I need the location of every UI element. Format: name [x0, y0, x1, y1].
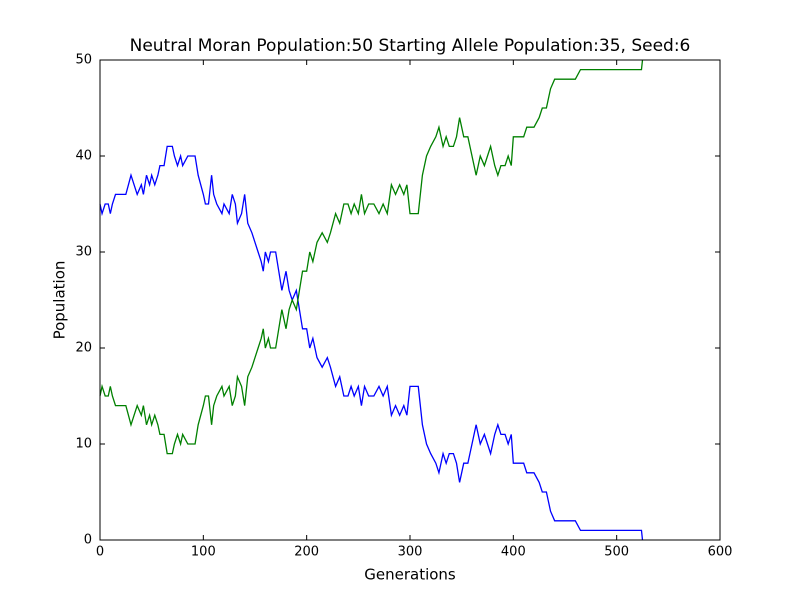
x-axis-label: Generations — [364, 566, 456, 584]
y-tick-label: 30 — [75, 245, 92, 260]
x-tick-label: 0 — [96, 545, 104, 560]
x-tick-label: 200 — [294, 545, 319, 560]
axes-frame — [99, 59, 721, 541]
x-tick-label: 500 — [604, 545, 629, 560]
chart-title: Neutral Moran Population:50 Starting All… — [130, 36, 691, 56]
y-tick-label: 50 — [75, 53, 92, 68]
x-tick-label: 100 — [191, 545, 216, 560]
y-tick-label: 0 — [84, 533, 92, 548]
y-tick-label: 10 — [75, 437, 92, 452]
x-tick-label: 300 — [398, 545, 423, 560]
y-tick-label: 20 — [75, 341, 92, 356]
data-line — [99, 59, 644, 455]
y-axis-label: Population — [51, 261, 69, 340]
x-tick-label: 400 — [501, 545, 526, 560]
x-tick-label: 600 — [708, 545, 733, 560]
y-tick-label: 40 — [75, 149, 92, 164]
data-line — [99, 145, 644, 541]
plot-area — [99, 59, 644, 541]
